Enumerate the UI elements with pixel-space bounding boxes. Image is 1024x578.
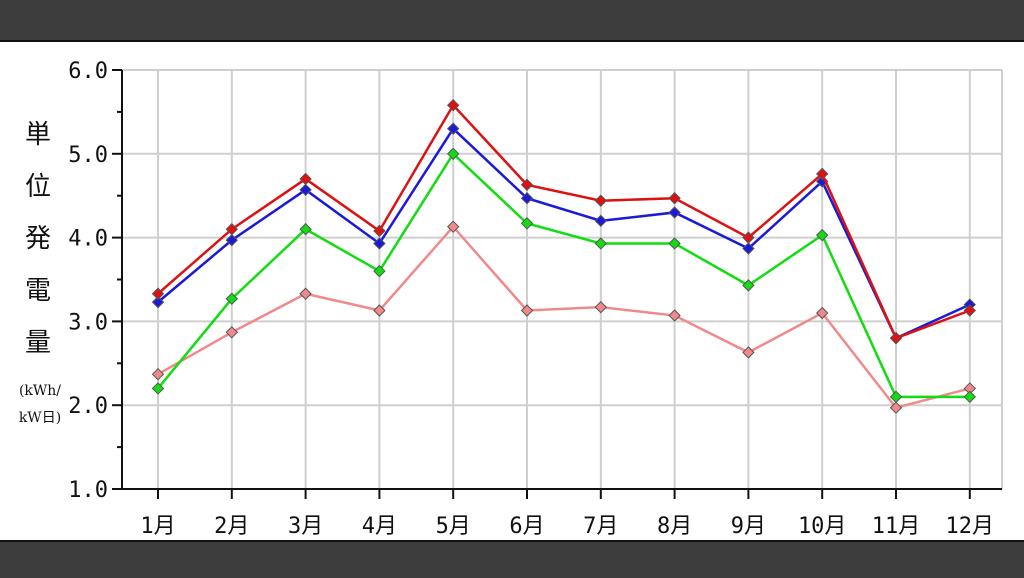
top-frame-bar — [0, 0, 1024, 42]
data-point-marker — [742, 279, 755, 292]
data-point-marker — [225, 292, 239, 305]
data-point-marker — [668, 192, 681, 205]
y-axis-label-char: 単 — [25, 120, 51, 150]
x-tick-label: 1月 — [140, 514, 175, 539]
data-point-marker — [668, 206, 681, 219]
y-tick-label: 5.0 — [68, 143, 108, 168]
y-tick-labels: 1.0 2.0 3.0 4.0 5.0 6.0 — [68, 59, 108, 503]
y-tick-label: 3.0 — [68, 310, 108, 335]
data-point-marker — [520, 217, 534, 230]
x-tick-label: 8月 — [657, 514, 692, 539]
data-point-marker — [815, 167, 829, 181]
data-point-marker — [446, 122, 460, 135]
data-point-marker — [446, 147, 460, 161]
y-tick-label: 6.0 — [68, 59, 108, 84]
x-tick-label: 11月 — [872, 514, 921, 539]
data-point-marker — [815, 228, 829, 242]
x-tick-label: 9月 — [731, 514, 766, 539]
x-tick-label: 5月 — [436, 514, 471, 539]
data-point-marker — [299, 223, 312, 236]
data-point-marker — [594, 237, 608, 250]
data-point-marker — [815, 306, 829, 320]
x-tick-label: 3月 — [288, 514, 323, 539]
y-axis-unit-label: kW日) — [19, 410, 61, 426]
grid-lines — [122, 69, 1003, 489]
y-axis-unit-label: (kWh/ — [19, 383, 61, 399]
data-point-marker — [742, 231, 755, 244]
data-point-marker — [594, 214, 608, 228]
y-axis-label-char: 量 — [25, 328, 51, 358]
y-tick-label: 4.0 — [68, 227, 108, 252]
y-axis-label-char: 電 — [25, 276, 51, 306]
series-lines — [151, 98, 977, 414]
data-point-marker — [151, 382, 165, 395]
data-point-marker — [299, 287, 312, 300]
data-point-marker — [151, 367, 165, 381]
series-line — [157, 126, 971, 340]
x-tick-label: 7月 — [583, 514, 618, 539]
data-point-marker — [594, 194, 608, 207]
data-point-marker — [446, 220, 460, 233]
data-point-marker — [225, 233, 239, 247]
x-tick-label: 12月 — [946, 514, 995, 539]
axes — [112, 69, 1002, 499]
bottom-frame-bar — [0, 540, 1024, 578]
data-point-marker — [889, 331, 903, 345]
data-point-marker — [963, 304, 977, 317]
data-point-marker — [520, 304, 534, 317]
x-tick-label: 10月 — [798, 514, 847, 539]
x-tick-label: 2月 — [214, 514, 249, 539]
data-point-marker — [373, 237, 386, 250]
data-point-marker — [373, 304, 386, 317]
data-point-marker — [889, 401, 903, 414]
data-point-marker — [742, 242, 755, 255]
data-point-marker — [225, 223, 239, 236]
data-point-marker — [151, 295, 165, 309]
data-point-marker — [520, 178, 534, 192]
series-line — [157, 151, 970, 399]
data-point-marker — [742, 346, 755, 359]
data-point-marker — [151, 287, 165, 300]
data-point-marker — [373, 264, 386, 278]
data-point-marker — [668, 237, 681, 250]
y-axis-label-char: 位 — [25, 172, 51, 202]
x-tick-label: 6月 — [509, 514, 544, 539]
data-point-marker — [520, 192, 534, 205]
x-tick-labels: 1月 2月 3月 4月 5月 6月 7月 8月 9月 10月 11月 12月 — [140, 514, 994, 539]
data-point-marker — [889, 390, 903, 404]
data-point-marker — [225, 326, 239, 339]
y-axis-label-char: 発 — [25, 224, 51, 254]
x-tick-label: 4月 — [362, 514, 397, 539]
data-point-marker — [446, 98, 460, 112]
series-line — [157, 103, 971, 340]
data-point-marker — [594, 300, 608, 314]
data-point-marker — [963, 390, 977, 404]
data-point-marker — [373, 224, 386, 238]
data-point-marker — [299, 183, 312, 197]
data-point-marker — [299, 172, 312, 186]
y-tick-label: 2.0 — [68, 394, 108, 419]
data-point-marker — [668, 309, 681, 322]
y-tick-label: 1.0 — [68, 478, 108, 503]
series-line — [157, 224, 971, 410]
